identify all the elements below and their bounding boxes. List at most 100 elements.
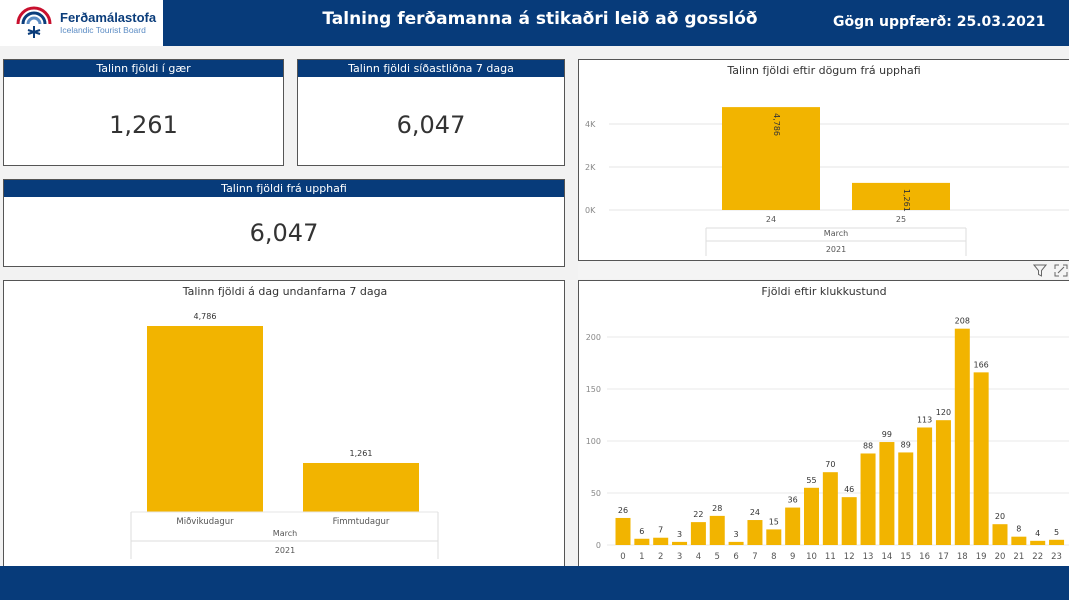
year-label: 2021 (826, 245, 846, 254)
data-label: 55 (806, 476, 816, 485)
x-tick-label: 0 (620, 552, 625, 562)
x-tick-label: 8 (771, 552, 776, 562)
bar[interactable] (822, 472, 838, 545)
data-label: 89 (901, 440, 911, 449)
bar[interactable] (973, 372, 989, 545)
bar[interactable] (1030, 540, 1046, 545)
bar[interactable] (804, 487, 819, 545)
data-label: 6 (639, 527, 644, 536)
y-tick-label: 2K (585, 163, 596, 172)
bar[interactable] (747, 520, 763, 545)
data-label: 4,786 (772, 113, 781, 136)
logo: Ferðamálastofa Icelandic Tourist Board (0, 0, 163, 46)
bar[interactable] (841, 497, 857, 545)
updated-date: Gögn uppfærð: 25.03.2021 (833, 14, 1046, 30)
data-label: 4 (1035, 529, 1040, 538)
card-yesterday-label: Talinn fjöldi í gær (4, 60, 283, 77)
data-label: 70 (825, 460, 835, 469)
bar[interactable] (615, 517, 631, 545)
bar[interactable] (954, 328, 970, 545)
x-tick-label: 10 (806, 552, 817, 562)
x-tick-label: Miðvikudagur (176, 517, 234, 527)
chart-by-hour-svg: Fjöldi eftir klukkustund0501001502002606… (586, 285, 1069, 562)
data-label: 28 (712, 504, 722, 513)
month-label: March (273, 529, 297, 538)
chart-last7[interactable]: Talinn fjöldi á dag undanfarna 7 daga 4,7… (3, 280, 565, 567)
data-label: 20 (995, 512, 1005, 521)
x-tick-label: 11 (825, 552, 836, 562)
bar[interactable] (690, 522, 706, 545)
x-tick-label: 1 (639, 552, 644, 562)
card-yesterday[interactable]: Talinn fjöldi í gær 1,261 (3, 59, 284, 166)
bar[interactable] (1049, 539, 1065, 545)
chart-by-hour[interactable]: Fjöldi eftir klukkustund 0 50 100 150 200 26 0 6… (578, 280, 1069, 567)
logo-sun-icon (16, 6, 52, 38)
x-tick-label: 13 (863, 552, 874, 562)
filter-icon[interactable] (1033, 264, 1047, 277)
bar[interactable] (672, 541, 688, 545)
data-label: 36 (788, 496, 798, 505)
data-label: 3 (677, 530, 682, 539)
x-tick-label: 14 (881, 552, 892, 562)
x-tick-label: 22 (1032, 552, 1043, 562)
data-label: 24 (750, 508, 760, 517)
card-last7-value: 6,047 (396, 111, 466, 139)
data-label: 208 (955, 317, 970, 326)
bar[interactable] (766, 529, 782, 545)
data-label: 1,261 (902, 189, 911, 212)
data-label: 8 (1016, 525, 1021, 534)
bar[interactable] (917, 427, 933, 545)
card-yesterday-value: 1,261 (109, 111, 178, 139)
data-label: 88 (863, 441, 873, 450)
bar[interactable] (898, 452, 914, 545)
y-tick-label: 0K (585, 206, 596, 215)
x-tick-label: 5 (715, 552, 720, 562)
bar[interactable] (653, 537, 669, 545)
x-tick-label: 16 (919, 552, 930, 562)
chart-by-date[interactable]: Talinn fjöldi eftir dögum frá upphafi 0K 2… (578, 59, 1069, 261)
x-tick-label: 21 (1013, 552, 1024, 562)
y-tick-label: 200 (586, 333, 601, 342)
x-tick-label: 15 (900, 552, 911, 562)
y-tick-label: 50 (591, 489, 601, 498)
data-label: 26 (618, 506, 628, 515)
data-label: 22 (693, 510, 703, 519)
bar[interactable] (303, 462, 419, 512)
bar[interactable] (879, 442, 895, 545)
x-tick-label: 25 (896, 215, 906, 224)
x-tick-label: 18 (957, 552, 968, 562)
bar[interactable] (785, 507, 801, 545)
data-label: 46 (844, 485, 854, 494)
x-tick-label: 7 (752, 552, 757, 562)
bar[interactable] (992, 524, 1008, 545)
bar[interactable] (860, 453, 876, 545)
bar[interactable] (1011, 536, 1027, 545)
x-tick-label: 20 (995, 552, 1006, 562)
bar[interactable] (728, 541, 744, 545)
bar[interactable] (634, 538, 650, 545)
card-last7[interactable]: Talinn fjöldi síðastliðna 7 daga 6,047 (297, 59, 565, 166)
chart-last7-svg: Talinn fjöldi á dag undanfarna 7 daga 4,7… (130, 285, 439, 559)
x-tick-label: 4 (696, 552, 701, 562)
logo-name: Ferðamálastofa (60, 10, 157, 25)
x-tick-label: 24 (766, 215, 776, 224)
x-tick-label: Fimmtudagur (333, 517, 390, 527)
focus-mode-icon[interactable] (1054, 264, 1068, 277)
card-total-value: 6,047 (249, 219, 319, 247)
page-title: Talning ferðamanna á stikaðri leið að go… (322, 9, 758, 29)
card-total-label: Talinn fjöldi frá upphafi (4, 180, 564, 197)
chart-title: Fjöldi eftir klukkustund (761, 285, 886, 298)
chart-title: Talinn fjöldi eftir dögum frá upphafi (726, 64, 920, 77)
x-tick-label: 3 (677, 552, 682, 562)
card-total[interactable]: Talinn fjöldi frá upphafi 6,047 (3, 179, 565, 267)
bar[interactable] (935, 420, 951, 545)
bar[interactable] (147, 326, 263, 512)
bar[interactable] (852, 182, 950, 210)
y-tick-label: 150 (586, 385, 601, 394)
data-label: 113 (917, 415, 932, 424)
data-label: 5 (1054, 528, 1059, 537)
bar[interactable] (709, 515, 725, 545)
data-label: 166 (974, 360, 989, 369)
x-tick-label: 17 (938, 552, 949, 562)
bar[interactable] (722, 107, 820, 210)
